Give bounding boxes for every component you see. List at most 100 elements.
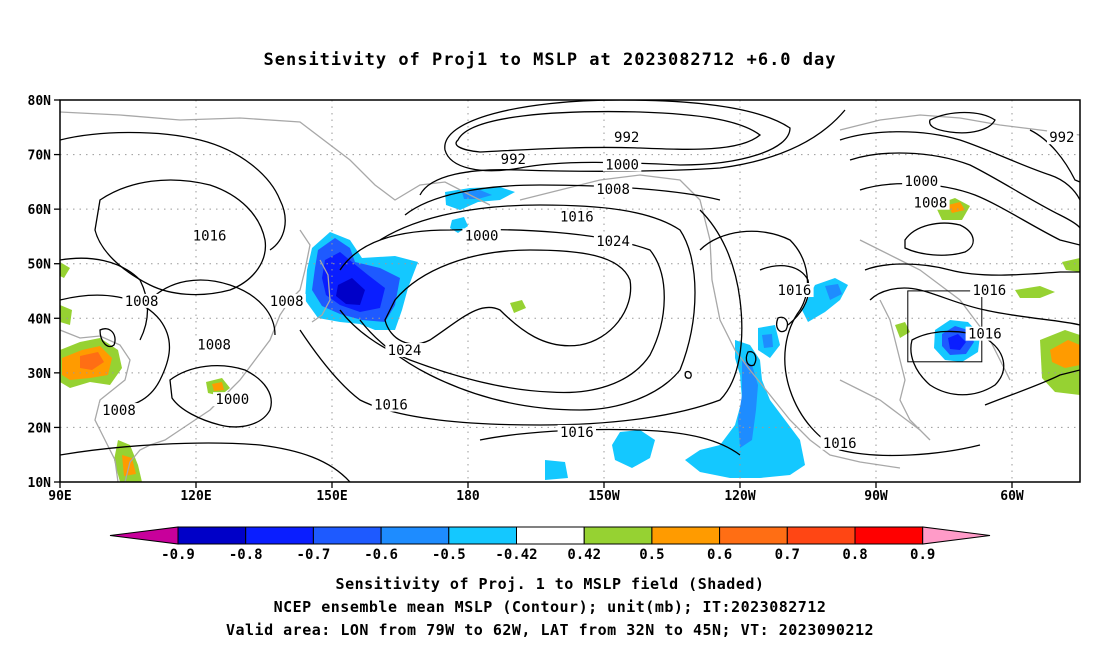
graticule — [60, 100, 1080, 482]
contour-label: 1016 — [778, 283, 812, 299]
lat-label: 60N — [28, 203, 52, 218]
colorbar-label: -0.8 — [229, 547, 263, 563]
contour-label-bg — [902, 173, 941, 188]
contour-label: 1016 — [560, 425, 594, 441]
lon-label: 90E — [48, 489, 71, 504]
lon-label: 120E — [180, 489, 211, 504]
contour-label: 992 — [1049, 130, 1074, 146]
contour-label-bg — [557, 209, 596, 224]
contour-label: 1008 — [596, 182, 630, 198]
lat-label: 50N — [28, 258, 52, 273]
contour-label: 1016 — [823, 436, 857, 452]
contour-label-bg — [122, 293, 161, 308]
colorbar-label: -0.6 — [364, 547, 398, 563]
contour-label: 1016 — [193, 228, 227, 244]
lon-label: 180 — [456, 489, 480, 504]
contour-label: 1008 — [270, 294, 304, 310]
mslp-contours — [60, 100, 1080, 482]
caption-valid-area: Valid area: LON from 79W to 62W, LAT fro… — [225, 621, 875, 639]
contour-label-bg — [611, 130, 642, 145]
lat-label: 10N — [28, 476, 52, 491]
colorbar-swatch — [380, 526, 450, 545]
colorbar-label: 0.6 — [707, 547, 732, 563]
contour-label-bg — [593, 233, 633, 248]
colorbar-label: 0.7 — [775, 547, 800, 563]
contour-label-bg — [194, 337, 234, 352]
contour-label-bg — [371, 397, 411, 412]
colorbar-label: -0.5 — [432, 547, 466, 563]
contour-label-bg — [1046, 130, 1077, 145]
contour-label: 1008 — [102, 403, 136, 419]
contour-label: 1008 — [197, 338, 231, 354]
contour-label: 1024 — [388, 343, 422, 359]
colorbar-swatch — [583, 526, 653, 545]
contour-label-bg — [602, 157, 642, 172]
caption-contour: NCEP ensemble mean MSLP (Contour); unit(… — [273, 598, 827, 616]
contour-label: 1016 — [374, 398, 408, 414]
caption-shaded: Sensitivity of Proj. 1 to MSLP field (Sh… — [335, 575, 765, 593]
sensitivity-shading — [60, 187, 1080, 482]
contour-label-bg — [775, 283, 814, 297]
contour-label: 1000 — [605, 157, 639, 173]
lon-label: 90W — [864, 489, 888, 504]
contour-label-bg — [190, 228, 229, 243]
coastlines — [60, 111, 1080, 482]
contour-label-bg — [498, 152, 529, 167]
colorbar-label: 0.5 — [639, 547, 664, 563]
contour-label-bg — [557, 424, 596, 439]
lat-label: 30N — [28, 367, 52, 382]
contour-label: 992 — [501, 152, 526, 168]
contour-label-bg — [99, 403, 139, 418]
colorbar-label: -0.9 — [161, 547, 195, 563]
colorbar-label: 0.8 — [842, 547, 867, 563]
contour-label: 1000 — [465, 228, 499, 244]
contour-label: 1008 — [914, 196, 948, 212]
contour-label-bg — [267, 293, 306, 308]
colorbar-under-arrow — [109, 526, 179, 545]
colorbar: -0.9 -0.8 -0.7 -0.6 -0.5 -0.42 0.42 0.5 0.6 0.7 0.… — [109, 526, 991, 563]
colorbar-swatch — [312, 526, 382, 545]
lon-label: 150E — [316, 489, 347, 504]
colorbar-label: -0.42 — [495, 547, 537, 563]
lon-label: 60W — [1000, 489, 1024, 504]
contour-label: 1016 — [968, 327, 1002, 343]
colorbar-swatch — [245, 526, 314, 545]
contour-label: 1016 — [972, 283, 1006, 299]
lat-label: 40N — [28, 312, 52, 327]
lon-label: 150W — [588, 489, 619, 504]
contour-label: 992 — [614, 130, 639, 146]
contour-label-bg — [820, 435, 859, 450]
contour-label: 1000 — [904, 174, 938, 190]
colorbar-swatch — [651, 526, 721, 545]
contour-label-bg — [385, 343, 424, 358]
contour-label-bg — [965, 326, 1004, 341]
shading-negative-west-pacific-max — [336, 278, 365, 305]
contour-label-bg — [970, 283, 1009, 297]
lat-label: 20N — [28, 421, 52, 436]
colorbar-swatch — [719, 526, 788, 545]
colorbar-label: -0.7 — [297, 547, 331, 563]
colorbar-swatch — [516, 526, 585, 545]
colorbar-over-arrow — [922, 526, 991, 545]
colorbar-label: 0.9 — [910, 547, 935, 563]
contour-label: 1000 — [215, 392, 249, 408]
contour-label: 1016 — [560, 209, 594, 225]
colorbar-swatch — [854, 526, 924, 545]
contour-label-bg — [593, 182, 633, 197]
map-title: Sensitivity of Proj1 to MSLP at 20230827… — [263, 50, 837, 70]
contour-label-bg — [911, 195, 950, 210]
colorbar-label: 0.42 — [567, 547, 601, 563]
valid-area-box — [907, 290, 983, 363]
contour-label-bg — [462, 228, 501, 243]
lat-label: 80N — [28, 94, 52, 109]
contour-label: 1024 — [596, 234, 630, 250]
plot-frame — [59, 99, 1081, 483]
colorbar-swatch — [177, 526, 247, 545]
colorbar-swatch — [786, 526, 856, 545]
contour-label-bg — [213, 392, 252, 407]
lon-label: 120W — [724, 489, 755, 504]
colorbar-swatch — [448, 526, 517, 545]
